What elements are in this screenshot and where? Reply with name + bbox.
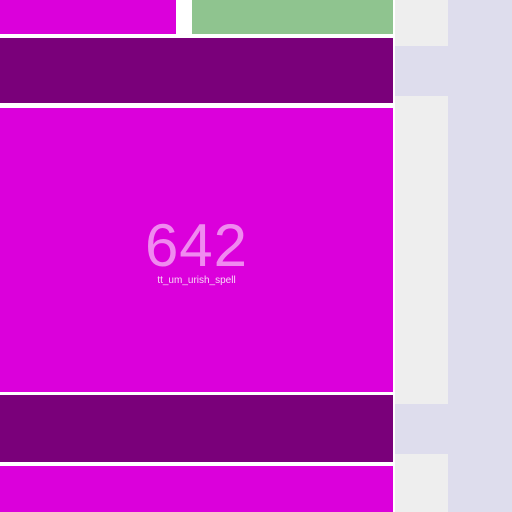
lavender-strip-top [395,46,448,96]
lavender-strip-bottom [395,404,448,454]
tile-dark-bottom[interactable] [0,395,393,462]
gray-panel-top [395,0,448,46]
lavender-strip-right [448,0,512,512]
tile-dark-top[interactable] [0,38,393,103]
gray-panel-bottom [395,454,448,512]
tile-top-left[interactable] [0,0,176,34]
gray-panel-middle [395,96,448,404]
tile-main-caption: tt_um_urish_spell [157,275,236,286]
tile-top-green[interactable] [192,0,393,34]
tile-main-label-group: 642 [0,216,393,276]
tile-bottom[interactable] [0,466,393,512]
tile-main-value: 642 [144,212,249,279]
tile-main[interactable]: 642 tt_um_urish_spell [0,108,393,392]
tile-main-caption-group: tt_um_urish_spell [0,276,393,286]
